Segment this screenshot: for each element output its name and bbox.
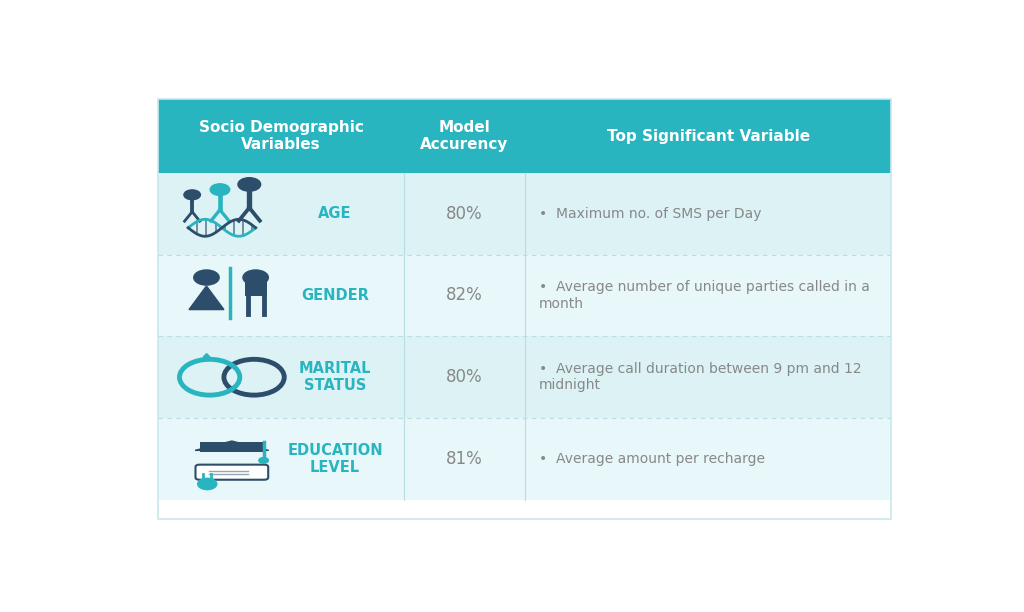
FancyBboxPatch shape <box>158 337 403 418</box>
Circle shape <box>210 184 229 195</box>
Polygon shape <box>195 441 268 450</box>
FancyBboxPatch shape <box>158 255 403 337</box>
FancyBboxPatch shape <box>245 280 267 296</box>
Circle shape <box>259 458 268 463</box>
Circle shape <box>184 190 201 200</box>
Text: Model
Accurency: Model Accurency <box>420 120 509 152</box>
Polygon shape <box>189 286 224 310</box>
FancyBboxPatch shape <box>200 442 263 452</box>
FancyBboxPatch shape <box>196 465 268 480</box>
Text: GENDER: GENDER <box>301 288 369 303</box>
FancyBboxPatch shape <box>158 99 403 173</box>
FancyBboxPatch shape <box>524 337 892 418</box>
FancyBboxPatch shape <box>403 418 524 500</box>
Text: •  Average number of unique parties called in a
month: • Average number of unique parties calle… <box>539 280 870 310</box>
FancyBboxPatch shape <box>524 255 892 337</box>
Circle shape <box>243 270 268 285</box>
Text: •  Maximum no. of SMS per Day: • Maximum no. of SMS per Day <box>539 207 762 221</box>
FancyBboxPatch shape <box>158 173 403 255</box>
Text: 80%: 80% <box>446 368 482 386</box>
Circle shape <box>238 177 261 191</box>
Text: •  Average amount per recharge: • Average amount per recharge <box>539 452 765 466</box>
FancyBboxPatch shape <box>524 418 892 500</box>
Text: MARITAL
STATUS: MARITAL STATUS <box>299 361 372 394</box>
Text: 80%: 80% <box>446 204 482 223</box>
Text: Socio Demographic
Variables: Socio Demographic Variables <box>199 120 364 152</box>
Text: EDUCATION
LEVEL: EDUCATION LEVEL <box>287 443 383 475</box>
Polygon shape <box>204 354 210 360</box>
Text: 81%: 81% <box>445 450 482 468</box>
Text: •  Average call duration between 9 pm and 12
midnight: • Average call duration between 9 pm and… <box>539 362 862 392</box>
Text: 82%: 82% <box>445 286 482 304</box>
FancyBboxPatch shape <box>403 255 524 337</box>
Text: AGE: AGE <box>318 206 352 221</box>
FancyBboxPatch shape <box>158 418 403 500</box>
FancyBboxPatch shape <box>403 99 524 173</box>
FancyBboxPatch shape <box>524 173 892 255</box>
FancyBboxPatch shape <box>524 99 892 173</box>
FancyBboxPatch shape <box>403 173 524 255</box>
Circle shape <box>198 479 217 490</box>
FancyBboxPatch shape <box>403 337 524 418</box>
Text: Top Significant Variable: Top Significant Variable <box>606 129 810 144</box>
Circle shape <box>194 270 219 285</box>
